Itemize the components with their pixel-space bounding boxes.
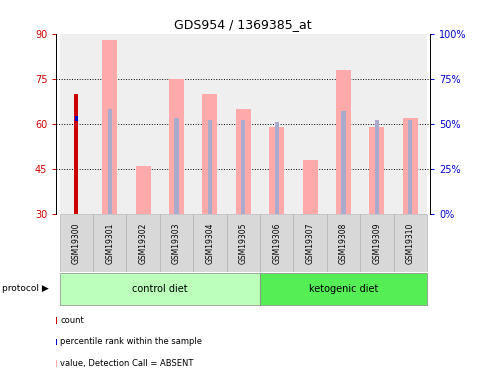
- Bar: [160, 214, 193, 272]
- Bar: [226, 214, 260, 272]
- Text: GSM19309: GSM19309: [372, 222, 381, 264]
- Bar: [107, 110, 112, 214]
- Text: value, Detection Call = ABSENT: value, Detection Call = ABSENT: [61, 359, 193, 368]
- Text: GSM19310: GSM19310: [405, 222, 414, 264]
- Bar: [202, 94, 217, 214]
- Bar: [335, 70, 350, 214]
- Text: percentile rank within the sample: percentile rank within the sample: [61, 338, 202, 346]
- Text: GSM19302: GSM19302: [138, 222, 147, 264]
- Bar: [207, 120, 211, 214]
- Bar: [241, 120, 245, 214]
- Bar: [235, 109, 250, 214]
- Bar: [407, 120, 411, 214]
- Bar: [302, 160, 317, 214]
- Text: control diet: control diet: [132, 284, 187, 294]
- Text: GSM19301: GSM19301: [105, 222, 114, 264]
- Bar: [260, 34, 293, 214]
- Bar: [60, 214, 93, 272]
- Text: GSM19304: GSM19304: [205, 222, 214, 264]
- Text: protocol ▶: protocol ▶: [2, 284, 49, 293]
- Bar: [102, 40, 117, 214]
- Bar: [160, 34, 193, 214]
- Bar: [326, 34, 360, 214]
- Title: GDS954 / 1369385_at: GDS954 / 1369385_at: [174, 18, 311, 31]
- Bar: [260, 273, 426, 305]
- Bar: [193, 34, 226, 214]
- Bar: [74, 94, 78, 214]
- Text: count: count: [61, 316, 84, 325]
- Bar: [75, 116, 78, 121]
- Text: GSM19308: GSM19308: [338, 222, 347, 264]
- Bar: [174, 118, 178, 214]
- Bar: [274, 122, 278, 214]
- Bar: [402, 118, 417, 214]
- Bar: [126, 214, 160, 272]
- Bar: [260, 214, 293, 272]
- Text: GSM19305: GSM19305: [238, 222, 247, 264]
- Bar: [360, 214, 393, 272]
- Bar: [126, 34, 160, 214]
- Text: GSM19303: GSM19303: [172, 222, 181, 264]
- Bar: [60, 34, 93, 214]
- Text: GSM19306: GSM19306: [272, 222, 281, 264]
- Bar: [326, 214, 360, 272]
- Text: ketogenic diet: ketogenic diet: [308, 284, 377, 294]
- Bar: [60, 273, 260, 305]
- Bar: [360, 34, 393, 214]
- Bar: [226, 34, 260, 214]
- Bar: [268, 127, 284, 214]
- Bar: [93, 34, 126, 214]
- Bar: [135, 166, 150, 214]
- Bar: [293, 214, 326, 272]
- Bar: [341, 111, 345, 214]
- Text: GSM19307: GSM19307: [305, 222, 314, 264]
- Bar: [169, 79, 183, 214]
- Bar: [93, 214, 126, 272]
- Bar: [193, 214, 226, 272]
- Text: GSM19300: GSM19300: [72, 222, 81, 264]
- Bar: [293, 34, 326, 214]
- Bar: [374, 120, 378, 214]
- Bar: [368, 127, 384, 214]
- Bar: [393, 214, 426, 272]
- Bar: [393, 34, 426, 214]
